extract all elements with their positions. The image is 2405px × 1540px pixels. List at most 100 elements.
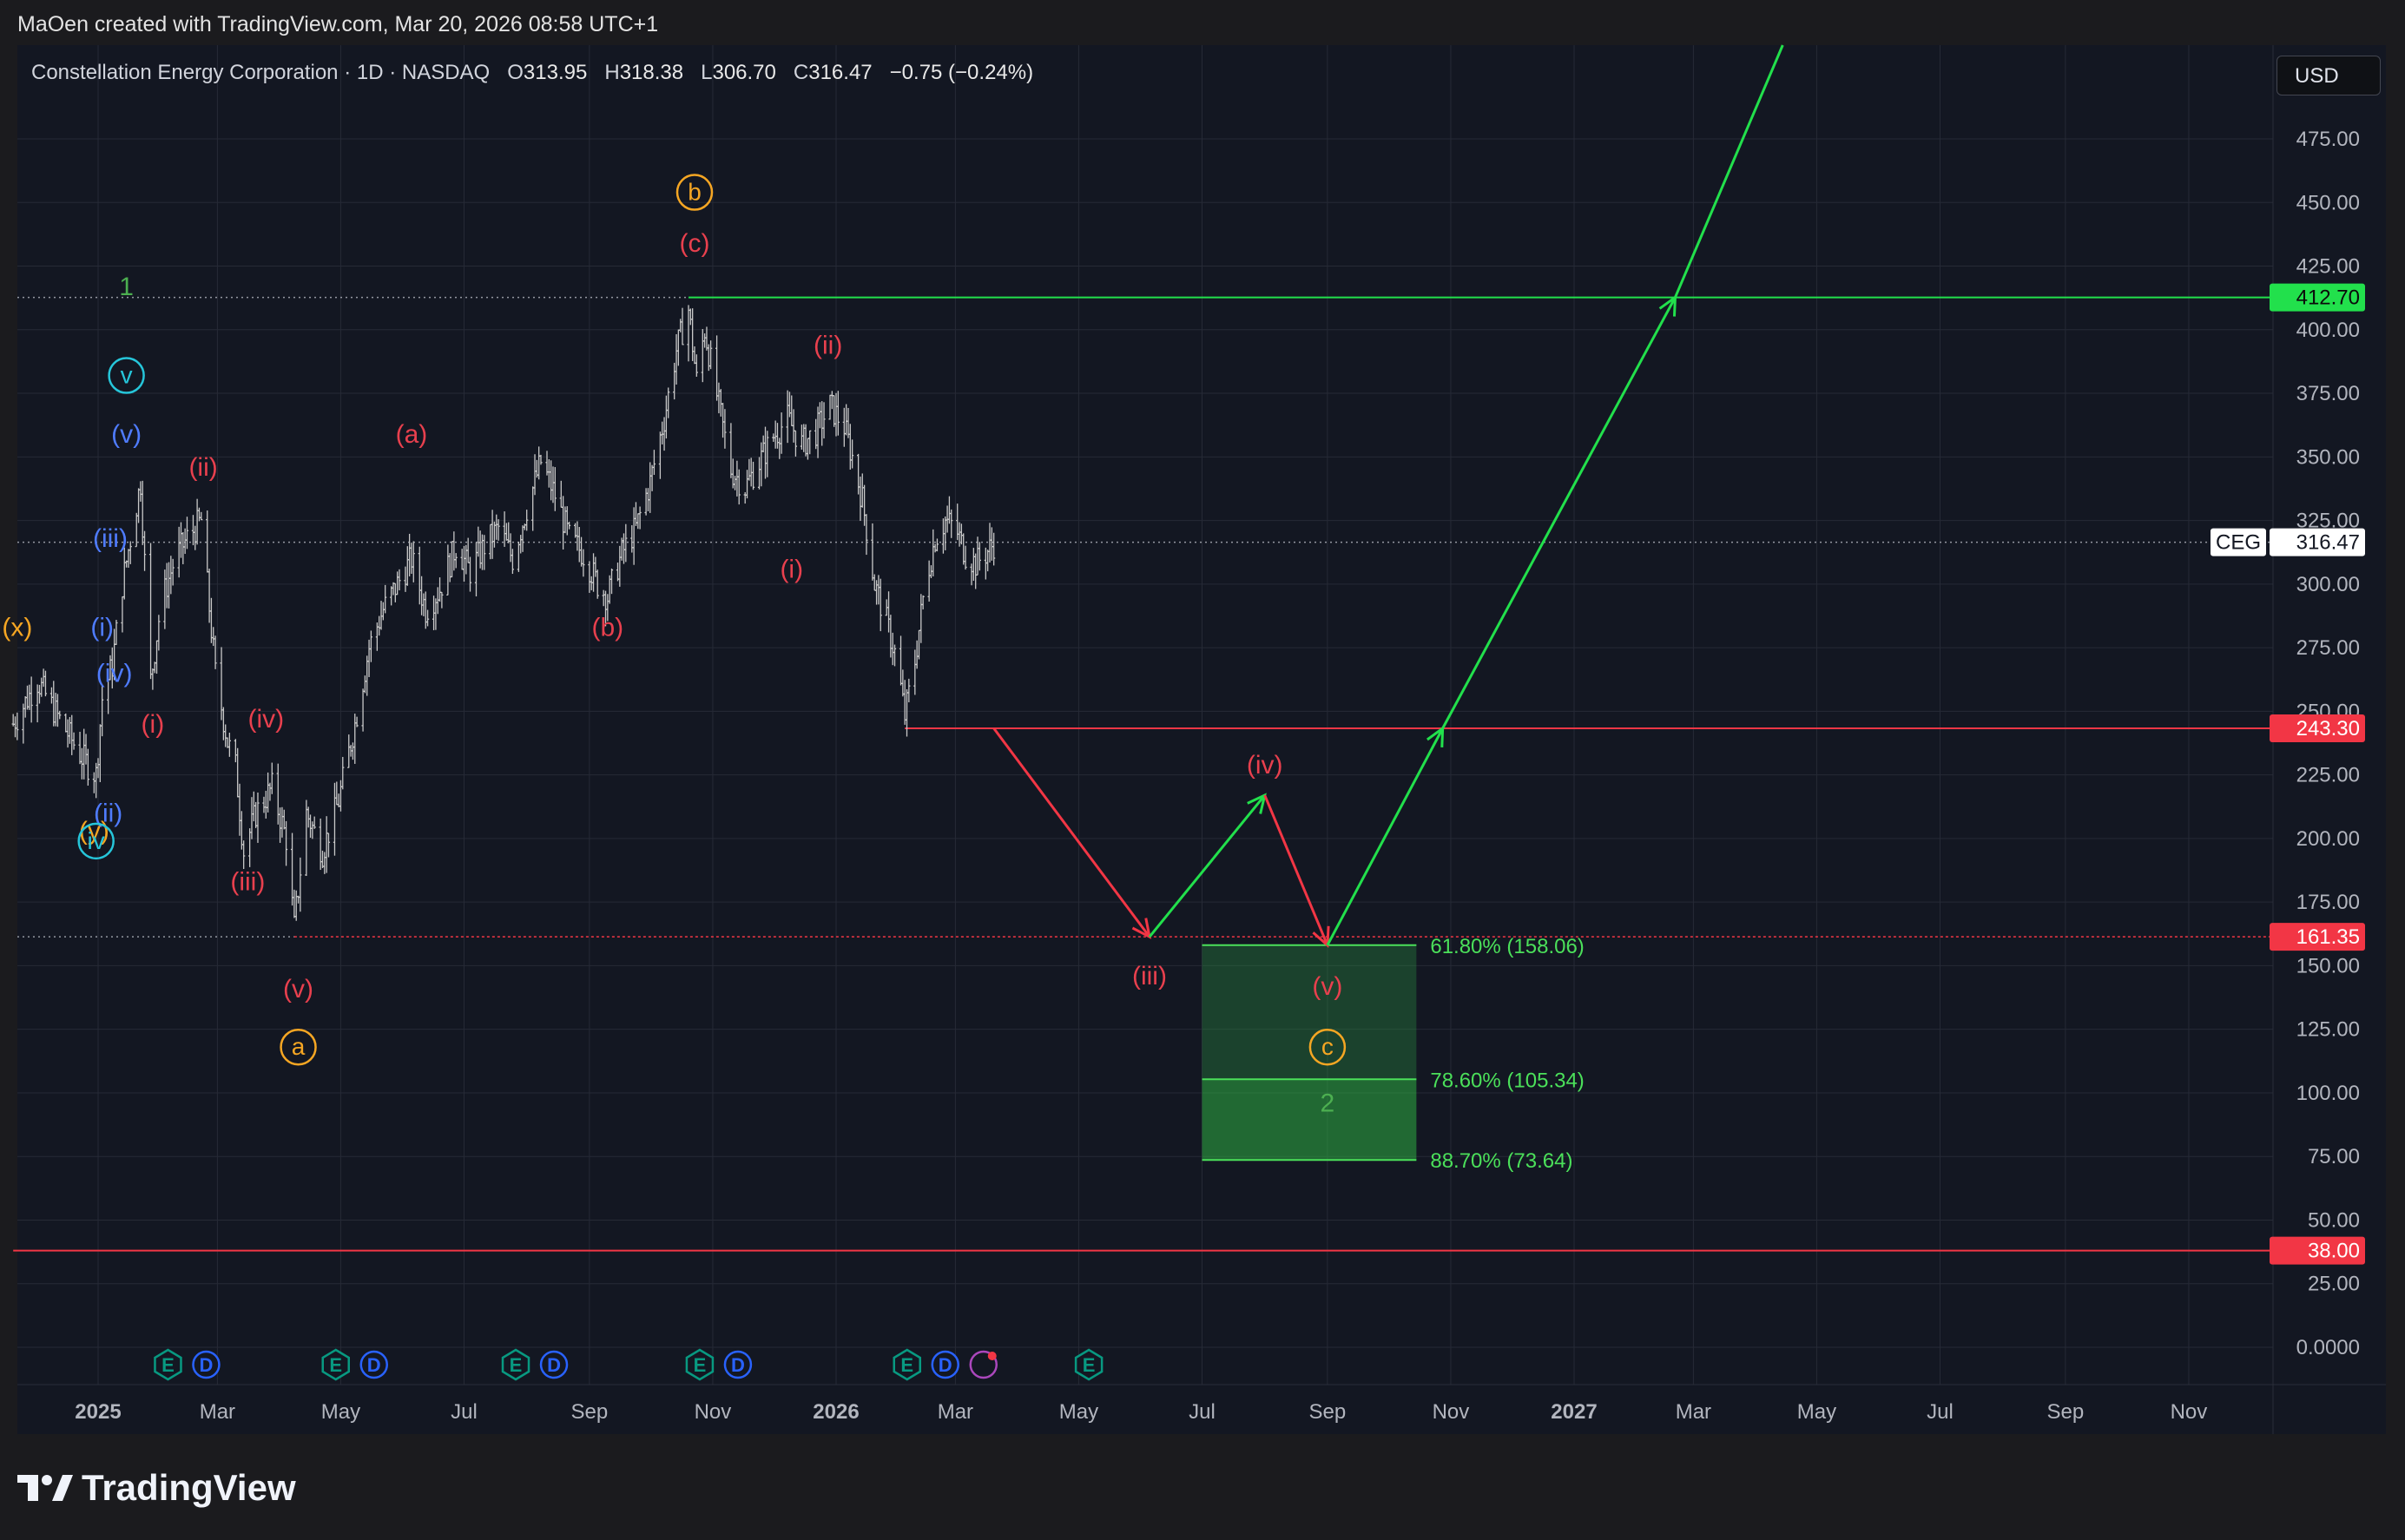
low-label: L (701, 61, 713, 84)
earnings-event-letter: E (161, 1354, 175, 1376)
dividend-event-icon[interactable] (359, 1350, 389, 1379)
earnings-event-letter: E (694, 1354, 707, 1376)
dividend-event-icon[interactable] (723, 1350, 753, 1379)
earnings-event-icon[interactable] (154, 1348, 182, 1381)
dividend-event-letter: D (939, 1354, 952, 1376)
wave-label-circle (280, 1028, 317, 1066)
dividend-event-icon[interactable] (192, 1350, 221, 1379)
wave-label: (i) (142, 710, 165, 739)
time-tick-label: May (1059, 1400, 1098, 1424)
wave-label: (y) (79, 817, 109, 846)
candle (16, 712, 19, 740)
wave-label: (a) (396, 420, 428, 449)
open-label: O (507, 61, 524, 84)
candle (978, 542, 981, 571)
earnings-event-icon[interactable] (501, 1348, 530, 1381)
wave-label: iv (88, 827, 105, 854)
tradingview-logo-icon (17, 1475, 73, 1501)
level-38-badge: 38.00 (2308, 1240, 2360, 1263)
candle (86, 748, 89, 786)
earnings-event-letter: E (510, 1354, 523, 1376)
wave-label: v (121, 362, 133, 389)
candle (142, 530, 147, 571)
candle (497, 519, 500, 541)
time-tick-label: May (321, 1400, 360, 1424)
earnings-event-icon[interactable] (893, 1348, 922, 1381)
time-tick-label: Sep (1309, 1400, 1347, 1424)
horizontal-levels (13, 296, 2273, 1252)
earnings-event-letter: E (329, 1354, 342, 1376)
time-tick-label: 2027 (1551, 1400, 1597, 1424)
price-tick-label: 75.00 (2308, 1145, 2360, 1168)
low-value: 306.70 (712, 61, 776, 84)
candle (214, 635, 217, 669)
candle (412, 541, 415, 582)
candle (935, 538, 939, 552)
high-value: 318.38 (619, 61, 684, 84)
candle (723, 409, 727, 449)
candle (313, 816, 316, 829)
time-tick-label: Jul (1927, 1400, 1954, 1424)
candle (398, 569, 401, 591)
candle (171, 558, 175, 586)
candle (808, 430, 812, 455)
tradingview-logo: TradingView (17, 1467, 296, 1509)
candle (58, 710, 62, 720)
earnings-event-icon[interactable] (685, 1348, 715, 1381)
wave-label: c (1321, 1033, 1334, 1060)
candle (384, 584, 387, 614)
fib-level-label: 88.70% (73.64) (1430, 1149, 1572, 1173)
candle (780, 412, 783, 454)
symbol-badge-bg (2211, 528, 2266, 556)
candle (101, 684, 104, 737)
time-tick-label: Nov (1433, 1400, 1470, 1424)
candle (766, 431, 769, 477)
currency-selector[interactable]: USD (2277, 56, 2381, 95)
price-axis[interactable]: 0.0000 25.00 50.00 75.00 100.00 125.00 150.00 1… (2272, 45, 2360, 1434)
price-tick-label: 50.00 (2308, 1208, 2360, 1232)
candle (582, 549, 585, 577)
time-axis[interactable]: 2025 Mar May Jul Sep Nov 2026 Mar May Jul Sep Nov 20… (17, 1384, 2386, 1424)
dividend-event-letter: D (367, 1354, 381, 1376)
candle (950, 509, 953, 538)
earnings-event-icon[interactable] (321, 1348, 351, 1381)
price-badges: 412.70 243.30 161.35 38.00 CEG 316.47 (2211, 283, 2365, 1265)
time-tick-label: Sep (571, 1400, 609, 1424)
fib-level-label: 78.60% (105.34) (1430, 1069, 1584, 1092)
price-tick-label: 300.00 (2296, 573, 2360, 596)
dividend-event-letter: D (200, 1354, 214, 1376)
time-tick-label: Mar (1676, 1400, 1711, 1424)
time-tick-label: Mar (200, 1400, 235, 1424)
level-243-badge: 243.30 (2296, 717, 2360, 740)
open-value: 313.95 (523, 61, 588, 84)
time-tick-label: May (1797, 1400, 1836, 1424)
time-tick-label: 2026 (813, 1400, 859, 1424)
wave-label: a (292, 1033, 306, 1060)
earnings-event-icon[interactable] (1074, 1348, 1104, 1381)
wave-label: (v) (111, 420, 142, 449)
level-243-badge-bg (2270, 714, 2365, 743)
candle (157, 615, 161, 651)
symbol-legend: Constellation Energy Corporation · 1D · … (31, 61, 1033, 85)
candle (30, 676, 33, 723)
time-tick-label: Mar (938, 1400, 973, 1424)
chart-credit: MaOen created with TradingView.com, Mar … (17, 12, 659, 36)
wave-label: (iii) (1132, 962, 1167, 990)
price-tick-label: 375.00 (2296, 382, 2360, 405)
wave-label: (ii) (814, 331, 842, 359)
tradingview-wordmark: TradingView (82, 1467, 296, 1508)
candle (652, 450, 656, 476)
dividend-event-icon[interactable] (539, 1350, 569, 1379)
wave-label-circle (108, 357, 145, 394)
candle (638, 506, 642, 530)
time-tick-label: Jul (1189, 1400, 1216, 1424)
candle (43, 670, 48, 697)
dividend-event-icon[interactable] (931, 1350, 960, 1379)
candle (355, 716, 359, 727)
candle (284, 820, 288, 866)
candle (185, 517, 189, 550)
time-tick-label: Jul (451, 1400, 478, 1424)
candle (511, 549, 514, 575)
candle (440, 591, 444, 609)
